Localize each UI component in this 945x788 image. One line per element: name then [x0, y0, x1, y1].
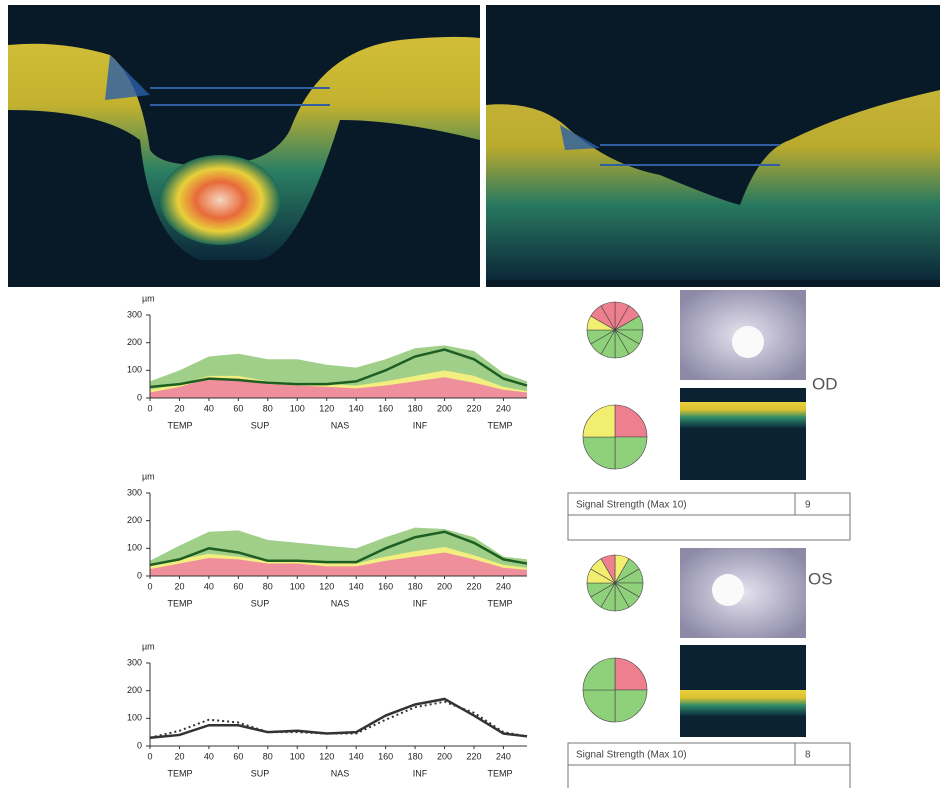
section-label: TEMP	[167, 598, 192, 608]
x-tick-label: 120	[319, 581, 334, 591]
y-axis-label: µm	[142, 293, 155, 303]
sector	[615, 437, 647, 469]
y-tick-label: 200	[127, 515, 142, 525]
y-axis-label: µm	[142, 471, 155, 481]
sector	[615, 658, 647, 690]
section-label: TEMP	[167, 768, 192, 778]
x-tick-label: 240	[496, 581, 511, 591]
y-axis-label: µm	[142, 641, 155, 651]
sector	[583, 658, 615, 690]
x-tick-label: 40	[204, 751, 214, 761]
x-tick-label: 100	[290, 751, 305, 761]
eye-label: OS	[808, 569, 833, 588]
x-tick-label: 40	[204, 403, 214, 413]
x-tick-label: 180	[408, 751, 423, 761]
x-tick-label: 140	[349, 751, 364, 761]
section-label: NAS	[331, 420, 350, 430]
x-tick-label: 100	[290, 581, 305, 591]
y-tick-label: 200	[127, 337, 142, 347]
x-tick-label: 160	[378, 581, 393, 591]
sector	[583, 690, 615, 722]
x-tick-label: 20	[174, 403, 184, 413]
section-label: SUP	[251, 420, 270, 430]
y-tick-label: 0	[137, 740, 142, 750]
x-tick-label: 60	[233, 403, 243, 413]
y-tick-label: 100	[127, 543, 142, 553]
y-tick-label: 100	[127, 365, 142, 375]
section-label: INF	[413, 420, 428, 430]
x-tick-label: 0	[147, 403, 152, 413]
x-tick-label: 160	[378, 751, 393, 761]
oct-scan-os	[486, 5, 940, 287]
y-tick-label: 200	[127, 685, 142, 695]
x-tick-label: 0	[147, 751, 152, 761]
y-tick-label: 300	[127, 657, 142, 667]
x-tick-label: 240	[496, 751, 511, 761]
x-tick-label: 180	[408, 581, 423, 591]
section-label: SUP	[251, 768, 270, 778]
x-tick-label: 60	[233, 751, 243, 761]
y-tick-label: 300	[127, 309, 142, 319]
x-tick-label: 180	[408, 403, 423, 413]
x-tick-label: 220	[466, 751, 481, 761]
sector	[615, 690, 647, 722]
oct-scan-od	[8, 5, 480, 287]
y-tick-label: 300	[127, 487, 142, 497]
sector	[615, 405, 647, 437]
x-tick-label: 40	[204, 581, 214, 591]
section-label: TEMP	[487, 420, 512, 430]
x-tick-label: 120	[319, 403, 334, 413]
optic-disc	[732, 326, 764, 358]
x-tick-label: 20	[174, 581, 184, 591]
y-tick-label: 100	[127, 713, 142, 723]
signal-label: Signal Strength (Max 10)	[576, 750, 687, 761]
x-tick-label: 80	[263, 751, 273, 761]
x-tick-label: 100	[290, 403, 305, 413]
sector	[583, 405, 615, 437]
x-tick-label: 80	[263, 581, 273, 591]
signal-value: 9	[805, 500, 811, 511]
x-tick-label: 200	[437, 403, 452, 413]
x-tick-label: 240	[496, 403, 511, 413]
section-label: NAS	[331, 598, 350, 608]
x-tick-label: 220	[466, 581, 481, 591]
x-tick-label: 120	[319, 751, 334, 761]
section-label: NAS	[331, 768, 350, 778]
line	[150, 699, 527, 738]
report: OD Signal Strength (Max 10) 9 OS Signal …	[0, 0, 945, 788]
y-tick-label: 0	[137, 570, 142, 580]
x-tick-label: 140	[349, 581, 364, 591]
x-tick-label: 140	[349, 403, 364, 413]
x-tick-label: 160	[378, 403, 393, 413]
optic-disc	[712, 574, 744, 606]
section-label: INF	[413, 598, 428, 608]
x-tick-label: 200	[437, 751, 452, 761]
eye-label: OD	[812, 374, 838, 393]
x-tick-label: 60	[233, 581, 243, 591]
x-tick-label: 80	[263, 403, 273, 413]
x-tick-label: 0	[147, 581, 152, 591]
page: OD Signal Strength (Max 10) 9 OS Signal …	[0, 0, 945, 788]
section-label: TEMP	[167, 420, 192, 430]
section-label: TEMP	[487, 598, 512, 608]
section-label: TEMP	[487, 768, 512, 778]
signal-value: 8	[805, 750, 811, 761]
b-scan	[680, 388, 806, 480]
b-scan-layer	[680, 402, 806, 428]
x-tick-label: 220	[466, 403, 481, 413]
signal-label: Signal Strength (Max 10)	[576, 500, 687, 511]
x-tick-label: 20	[174, 751, 184, 761]
b-scan-layer	[680, 690, 806, 716]
section-label: SUP	[251, 598, 270, 608]
y-tick-label: 0	[137, 392, 142, 402]
section-label: INF	[413, 768, 428, 778]
sector	[583, 437, 615, 469]
x-tick-label: 200	[437, 581, 452, 591]
